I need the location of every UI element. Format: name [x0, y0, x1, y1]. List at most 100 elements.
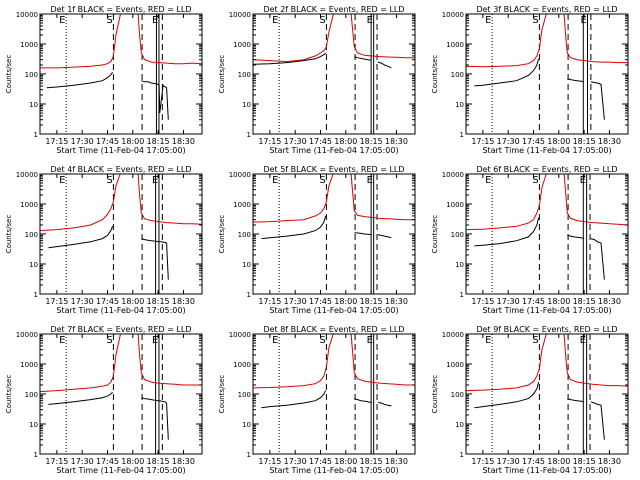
- chart-title: Det 3f BLACK = Events, RED = LLD: [476, 5, 617, 14]
- x-tick-label: 17:45: [522, 137, 545, 146]
- series-line-events: [261, 215, 327, 240]
- x-tick-label: 17:15: [45, 297, 68, 306]
- marker-letter: S: [532, 335, 538, 346]
- chart-title: Det 5f BLACK = Events, RED = LLD: [263, 165, 404, 174]
- marker-letter: E: [485, 15, 491, 26]
- chart-title: Det 8f BLACK = Events, RED = LLD: [263, 325, 404, 334]
- y-tick-label: 1: [460, 131, 464, 139]
- x-axis-label: Start Time (11-Feb-04 17:05:00): [269, 146, 398, 155]
- y-tick-label: 10000: [442, 331, 464, 339]
- series-line-lld: [466, 174, 547, 231]
- x-tick-label: 17:30: [497, 457, 520, 466]
- marker-letter: S: [319, 175, 325, 186]
- marker-letter: S: [106, 175, 112, 186]
- x-tick-label: 17:30: [497, 137, 520, 146]
- y-tick-label: 100: [238, 231, 251, 239]
- y-tick-label: 10: [242, 261, 251, 269]
- x-tick-label: 18:00: [547, 137, 570, 146]
- x-tick-label: 18:15: [573, 137, 596, 146]
- marker-letter: S: [106, 15, 112, 26]
- marker-letter: E: [485, 335, 491, 346]
- marker-letter: E: [59, 15, 65, 26]
- series-line-events: [141, 397, 169, 440]
- x-tick-label: 17:15: [45, 137, 68, 146]
- x-tick-label: 18:15: [573, 457, 596, 466]
- y-tick-label: 1000: [446, 41, 464, 49]
- x-tick-label: 18:15: [147, 137, 170, 146]
- marker-letter: E: [152, 175, 158, 186]
- axes-frame: [39, 173, 203, 295]
- y-tick-label: 1000: [20, 41, 38, 49]
- series-line-lld: [253, 14, 334, 63]
- plot-area: [466, 174, 628, 294]
- y-tick-label: 10000: [16, 11, 38, 19]
- y-tick-label: 10: [455, 101, 464, 109]
- y-axis-label: Counts/sec: [5, 375, 13, 414]
- marker-letter: E: [152, 335, 158, 346]
- x-tick-label: 17:45: [96, 137, 119, 146]
- x-tick-label: 18:00: [334, 297, 357, 306]
- x-tick-label: 17:30: [284, 297, 307, 306]
- y-tick-label: 1: [34, 291, 38, 299]
- y-tick-label: 1000: [233, 41, 251, 49]
- x-tick-label: 17:45: [96, 297, 119, 306]
- x-tick-label: 17:30: [71, 297, 94, 306]
- marker-letter: E: [272, 175, 278, 186]
- y-tick-label: 1000: [446, 201, 464, 209]
- marker-letter: E: [580, 335, 586, 346]
- y-tick-label: 10: [455, 261, 464, 269]
- marker-letter: S: [532, 175, 538, 186]
- series-line-lld: [466, 334, 547, 392]
- x-axis-label: Start Time (11-Feb-04 17:05:00): [482, 306, 611, 315]
- marker-letter: E: [580, 175, 586, 186]
- series-line-lld: [563, 334, 628, 387]
- x-tick-label: 18:30: [598, 137, 621, 146]
- y-axis-label: Counts/sec: [218, 215, 226, 254]
- series-line-events: [590, 401, 605, 440]
- x-tick-label: 17:15: [471, 297, 494, 306]
- chart-title: Det 1f BLACK = Events, RED = LLD: [50, 5, 191, 14]
- y-tick-label: 10000: [229, 11, 251, 19]
- y-tick-label: 1: [247, 451, 251, 459]
- x-tick-label: 17:30: [284, 137, 307, 146]
- series-line-events: [567, 78, 585, 83]
- x-tick-label: 18:00: [547, 457, 570, 466]
- chart-title: Det 4f BLACK = Events, RED = LLD: [50, 165, 191, 174]
- series-line-events: [46, 71, 114, 89]
- series-line-events: [48, 391, 113, 405]
- y-tick-label: 1000: [20, 361, 38, 369]
- x-tick-label: 18:15: [360, 457, 383, 466]
- y-tick-label: 1: [247, 131, 251, 139]
- y-tick-label: 10: [29, 261, 38, 269]
- x-tick-label: 18:30: [172, 297, 195, 306]
- y-axis-label: Counts/sec: [218, 375, 226, 414]
- y-tick-label: 10000: [442, 171, 464, 179]
- plot-area: [40, 14, 202, 134]
- chart-title: Det 7f BLACK = Events, RED = LLD: [50, 325, 191, 334]
- marker-letter: E: [485, 175, 491, 186]
- y-tick-label: 1000: [20, 201, 38, 209]
- marker-letter: E: [59, 335, 65, 346]
- series-line-events: [261, 390, 327, 409]
- y-tick-label: 1: [460, 451, 464, 459]
- marker-letter: S: [319, 15, 325, 26]
- series-line-events: [474, 58, 540, 87]
- y-tick-label: 10000: [229, 171, 251, 179]
- axes-frame: [252, 173, 416, 295]
- marker-letter: E: [581, 15, 587, 26]
- y-axis-label: Counts/sec: [5, 215, 13, 254]
- y-tick-label: 10: [455, 421, 464, 429]
- series-line-events: [567, 234, 585, 240]
- y-tick-label: 10: [29, 421, 38, 429]
- plot-area: [466, 14, 628, 134]
- y-tick-label: 100: [238, 71, 251, 79]
- series-line-lld: [350, 334, 415, 386]
- marker-letter: E: [272, 335, 278, 346]
- x-tick-label: 17:45: [522, 297, 545, 306]
- marker-letter: S: [106, 335, 112, 346]
- marker-letter: E: [367, 335, 373, 346]
